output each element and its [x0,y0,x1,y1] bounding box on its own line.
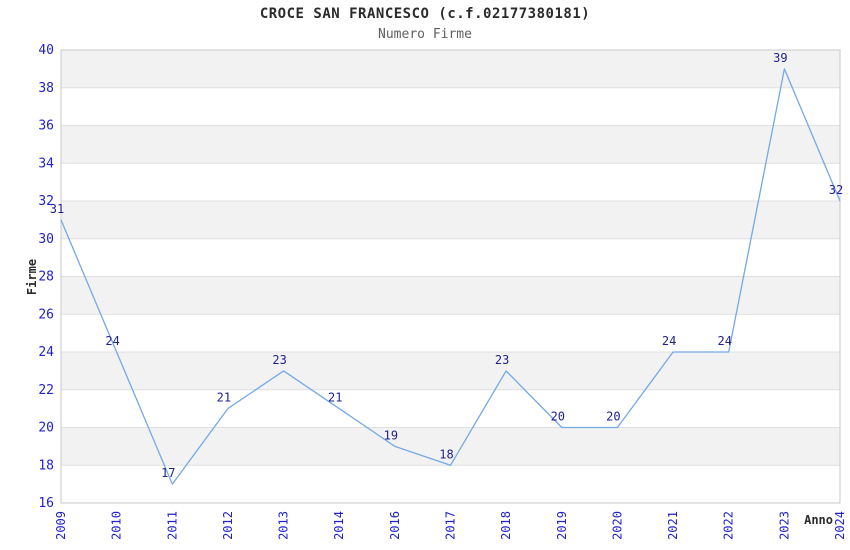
plot-band [61,465,840,503]
point-label: 21 [328,391,342,405]
y-tick-label: 26 [38,307,54,322]
point-label: 31 [50,202,64,216]
y-tick-label: 28 [38,270,54,285]
plot-border [60,49,841,504]
x-tick-label: 2010 [110,511,124,540]
plot-band [61,163,840,201]
x-tick-label: 2012 [221,511,235,540]
plot-band [61,238,840,277]
point-label: 23 [495,353,509,367]
plot-band [61,352,840,390]
plot-band [61,389,840,428]
point-label: 20 [606,410,620,424]
y-tick-label: 18 [38,458,54,473]
x-tick-label: 2011 [165,511,179,540]
y-tick-label: 36 [38,119,54,134]
x-tick-label: 2020 [610,511,624,540]
y-tick-label: 22 [38,383,54,398]
plot-band [61,50,840,88]
chart-subtitle: Numero Firme [378,27,472,42]
point-label: 39 [773,51,787,65]
point-label: 23 [272,353,286,367]
point-label: 24 [105,334,119,348]
point-label: 18 [439,447,453,461]
point-label: 17 [161,466,175,480]
x-tick-label: 2016 [388,511,402,540]
y-tick-label: 24 [38,345,54,360]
y-tick-label: 38 [38,81,54,96]
plot-band [61,276,840,315]
y-tick-label: 16 [38,496,54,511]
x-tick-label: 2021 [666,511,680,540]
plot-band [61,201,840,239]
point-label: 20 [551,410,565,424]
x-tick-label: 2013 [277,511,291,540]
y-tick-label: 40 [38,43,54,58]
plot-band [61,87,840,126]
x-tick-label: 2024 [833,511,847,540]
x-tick-label: 2022 [722,511,736,540]
y-tick-label: 20 [38,421,54,436]
point-label: 32 [829,183,843,197]
plot-band [61,125,840,164]
x-tick-label: 2017 [444,511,458,540]
point-label: 24 [717,334,731,348]
x-axis-title: Anno [804,513,833,527]
series-line [60,68,841,485]
point-label: 21 [217,391,231,405]
point-label: 19 [384,428,398,442]
y-tick-label: 30 [38,232,54,247]
point-label: 24 [662,334,676,348]
x-tick-label: 2014 [332,511,346,540]
plot-band [61,314,840,352]
chart-title: CROCE SAN FRANCESCO (c.f.02177380181) [259,6,591,22]
x-tick-label: 2023 [777,511,791,540]
x-tick-label: 2019 [555,511,569,540]
y-tick-label: 34 [38,156,54,171]
x-tick-label: 2009 [54,511,68,540]
y-tick-label: 32 [38,194,54,209]
x-tick-label: 2018 [499,511,513,540]
